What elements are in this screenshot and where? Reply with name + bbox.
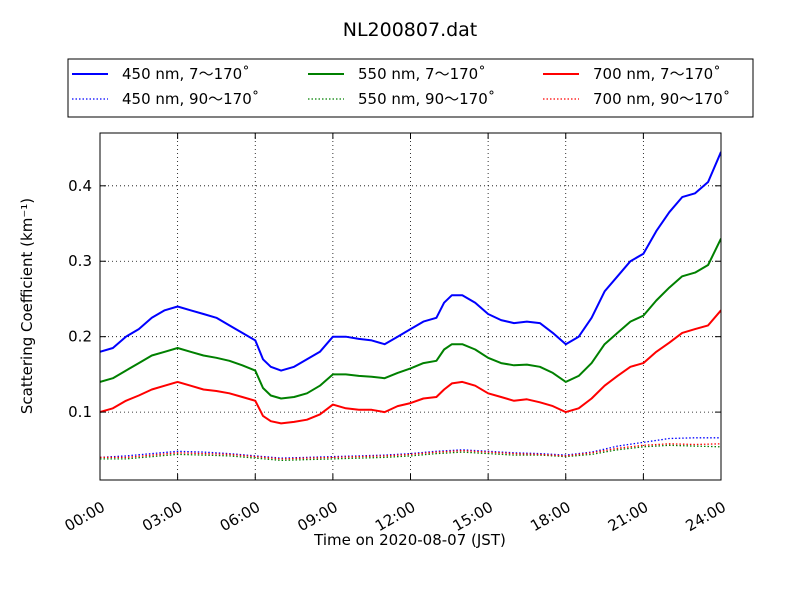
series-line-5 [100, 443, 721, 460]
x-tick-label: 24:00 [683, 498, 729, 535]
x-tick-label: 18:00 [527, 498, 573, 535]
series-line-2 [100, 309, 721, 425]
series-line-0 [100, 151, 721, 372]
series-line-4 [100, 444, 721, 462]
plot-area [100, 133, 721, 480]
legend-label: 700 nm, 7～170˚ [593, 65, 721, 83]
y-tick-label: 0.1 [68, 403, 92, 421]
legend-label: 450 nm, 90～170˚ [122, 90, 259, 108]
chart-title: NL200807.dat [343, 19, 478, 41]
y-tick-label: 0.2 [68, 328, 92, 346]
x-tick-label: 09:00 [294, 498, 340, 535]
legend-label: 450 nm, 7～170˚ [122, 65, 250, 83]
y-tick-label: 0.3 [68, 252, 92, 270]
x-tick-label: 06:00 [217, 498, 263, 535]
x-tick-label: 00:00 [62, 498, 108, 535]
y-tick-label: 0.4 [68, 177, 92, 195]
series-line-3 [100, 437, 721, 459]
x-tick-label: 03:00 [139, 498, 185, 535]
x-tick-label: 21:00 [605, 498, 651, 535]
x-tick-label: 12:00 [372, 498, 418, 535]
series-line-1 [100, 238, 721, 400]
y-axis-label: Scattering Coefficient (km⁻¹) [18, 198, 36, 414]
legend: 450 nm, 7～170˚ 450 nm, 90～170˚ 550 nm, 7～1… [67, 58, 754, 118]
x-tick-label: 15:00 [450, 498, 496, 535]
legend-label: 700 nm, 90～170˚ [593, 90, 730, 108]
series-lines [100, 151, 721, 462]
legend-label: 550 nm, 90～170˚ [358, 90, 495, 108]
legend-frame [67, 58, 754, 118]
legend-label: 550 nm, 7～170˚ [358, 65, 486, 83]
x-axis-label: Time on 2020-08-07 (JST) [313, 531, 506, 549]
